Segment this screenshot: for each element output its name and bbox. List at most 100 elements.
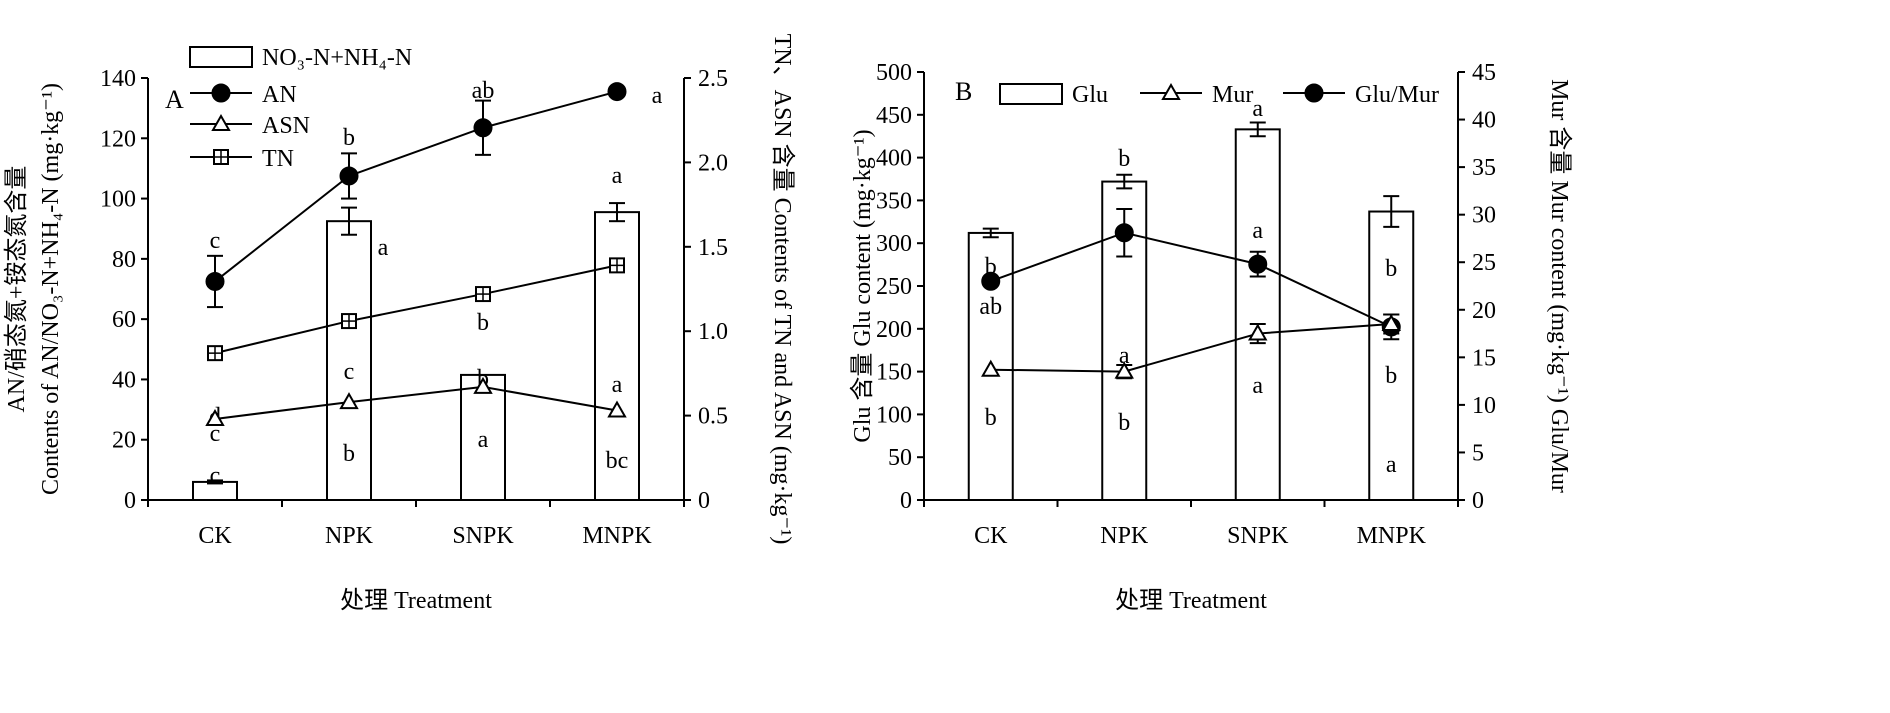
legend-entry: AN (190, 82, 297, 108)
significance-letter: ab (979, 294, 1002, 320)
y-tick-label: 120 (100, 126, 136, 152)
series-line (990, 323, 1392, 373)
y-axis-title: Contents of AN/NO₃-N+NH₄-N (mg·kg⁻¹) (38, 83, 64, 495)
data-point (339, 166, 359, 186)
series-line (214, 90, 618, 283)
y-tick-label: 450 (876, 103, 912, 129)
significance-letter: a (612, 163, 623, 189)
y-tick-label: 50 (888, 445, 912, 471)
significance-letter: b (1118, 410, 1130, 436)
data-point (981, 271, 1001, 291)
data-point (473, 118, 493, 138)
bar-error (1383, 195, 1400, 228)
bar-error (1249, 121, 1266, 138)
y-right-tick-label: 25 (1472, 250, 1496, 276)
legend: Glu Mur Glu/Mur (999, 82, 1439, 108)
x-tick-label: MNPK (582, 523, 652, 549)
y-right-tick-label: 1.5 (698, 235, 728, 261)
significance-letter: c (210, 463, 221, 489)
significance-letter: c (344, 359, 355, 385)
series-line (214, 264, 618, 355)
x-tick-label: SNPK (1227, 523, 1289, 549)
series-triangle-2: b b a b (981, 313, 1401, 436)
significance-letter: b (1118, 146, 1130, 172)
y-axis-title: AN/硝态氮+铵态氮含量 (3, 166, 30, 413)
panel-b: 0 50 100 150 200 250 300 350 400 450 500 0 5 10 15 20 25… (849, 60, 1573, 614)
legend-entry: TN (190, 146, 294, 172)
legend-label: Glu/Mur (1355, 82, 1439, 108)
legend-entry: Glu/Mur (1283, 82, 1439, 108)
x-tick-label: NPK (325, 523, 374, 549)
data-point (205, 408, 225, 426)
bar (460, 373, 506, 501)
legend: NO₃-N+NH₄-N AN ASN TN (189, 45, 412, 172)
legend-label: AN (262, 82, 297, 108)
bar-error (1116, 173, 1133, 190)
y-tick-label: 500 (876, 60, 912, 86)
x-tick-label: NPK (1100, 523, 1149, 549)
data-point (473, 376, 493, 394)
y-right-tick-label: 10 (1472, 393, 1496, 419)
series-filled-circle-1: c b ab a (205, 78, 663, 309)
y-tick-label: 350 (876, 188, 912, 214)
x-tick-label: CK (974, 523, 1008, 549)
series-line (990, 231, 1392, 328)
legend-entry: Mur (1140, 82, 1253, 108)
legend-entry: Glu (999, 82, 1108, 108)
y-right-tick-label: 0.5 (698, 404, 728, 430)
significance-letter: a (1252, 218, 1263, 244)
y-right-tick-label: 30 (1472, 203, 1496, 229)
data-point (1381, 314, 1401, 332)
data-point (607, 82, 627, 102)
series-square-2: dcba (207, 257, 625, 430)
legend-swatch-bar (189, 46, 253, 68)
series-undefined-0: c a b a (192, 163, 640, 502)
significance-letter: a (1386, 452, 1397, 478)
legend-swatch-bar (999, 83, 1063, 105)
significance-letter: b (1385, 256, 1397, 282)
significance-letter: b (1385, 363, 1397, 389)
y-right-tick-label: 0 (698, 488, 710, 514)
data-point (1114, 223, 1134, 243)
y-axis-right-title: TN、ASN 含量 Contents of TN and ASN (mg·kg⁻… (769, 34, 796, 545)
bar (1234, 128, 1281, 502)
legend-label: TN (262, 146, 294, 172)
bar (326, 220, 372, 502)
legend-entry: ASN (190, 113, 310, 139)
y-right-tick-label: 2.5 (698, 66, 728, 92)
data-point (1248, 323, 1268, 341)
bar-error (609, 202, 625, 223)
y-right-tick-label: 40 (1472, 108, 1496, 134)
legend-swatch-marker (213, 149, 229, 165)
legend-label: Glu (1072, 82, 1108, 108)
series-triangle-3: c b a bc (205, 376, 628, 474)
y-tick-label: 100 (100, 187, 136, 213)
y-tick-label: 150 (876, 360, 912, 386)
legend-swatch-marker (1161, 82, 1181, 100)
data-point (981, 359, 1001, 377)
bar-error (341, 206, 357, 236)
panel-label: A (165, 85, 184, 114)
bar-error (982, 227, 999, 239)
significance-letter: a (478, 427, 489, 453)
y-tick-label: 40 (112, 367, 136, 393)
significance-letter: b (343, 125, 355, 151)
y-tick-label: 200 (876, 317, 912, 343)
significance-letter: a (1252, 96, 1263, 122)
data-point (1114, 361, 1134, 379)
significance-letter: a (1252, 373, 1263, 399)
y-tick-label: 250 (876, 274, 912, 300)
legend-swatch-marker (211, 113, 231, 131)
y-right-tick-label: 20 (1472, 298, 1496, 324)
legend-label: ASN (262, 113, 310, 139)
y-right-tick-label: 15 (1472, 345, 1496, 371)
y-tick-label: 80 (112, 247, 136, 273)
x-axis-title: 处理 Treatment (1115, 587, 1267, 614)
y-right-tick-label: 2.0 (698, 150, 728, 176)
data-point (607, 400, 627, 418)
legend-swatch-marker (211, 83, 231, 103)
panel-label: B (955, 77, 972, 106)
y-tick-label: 0 (900, 488, 912, 514)
